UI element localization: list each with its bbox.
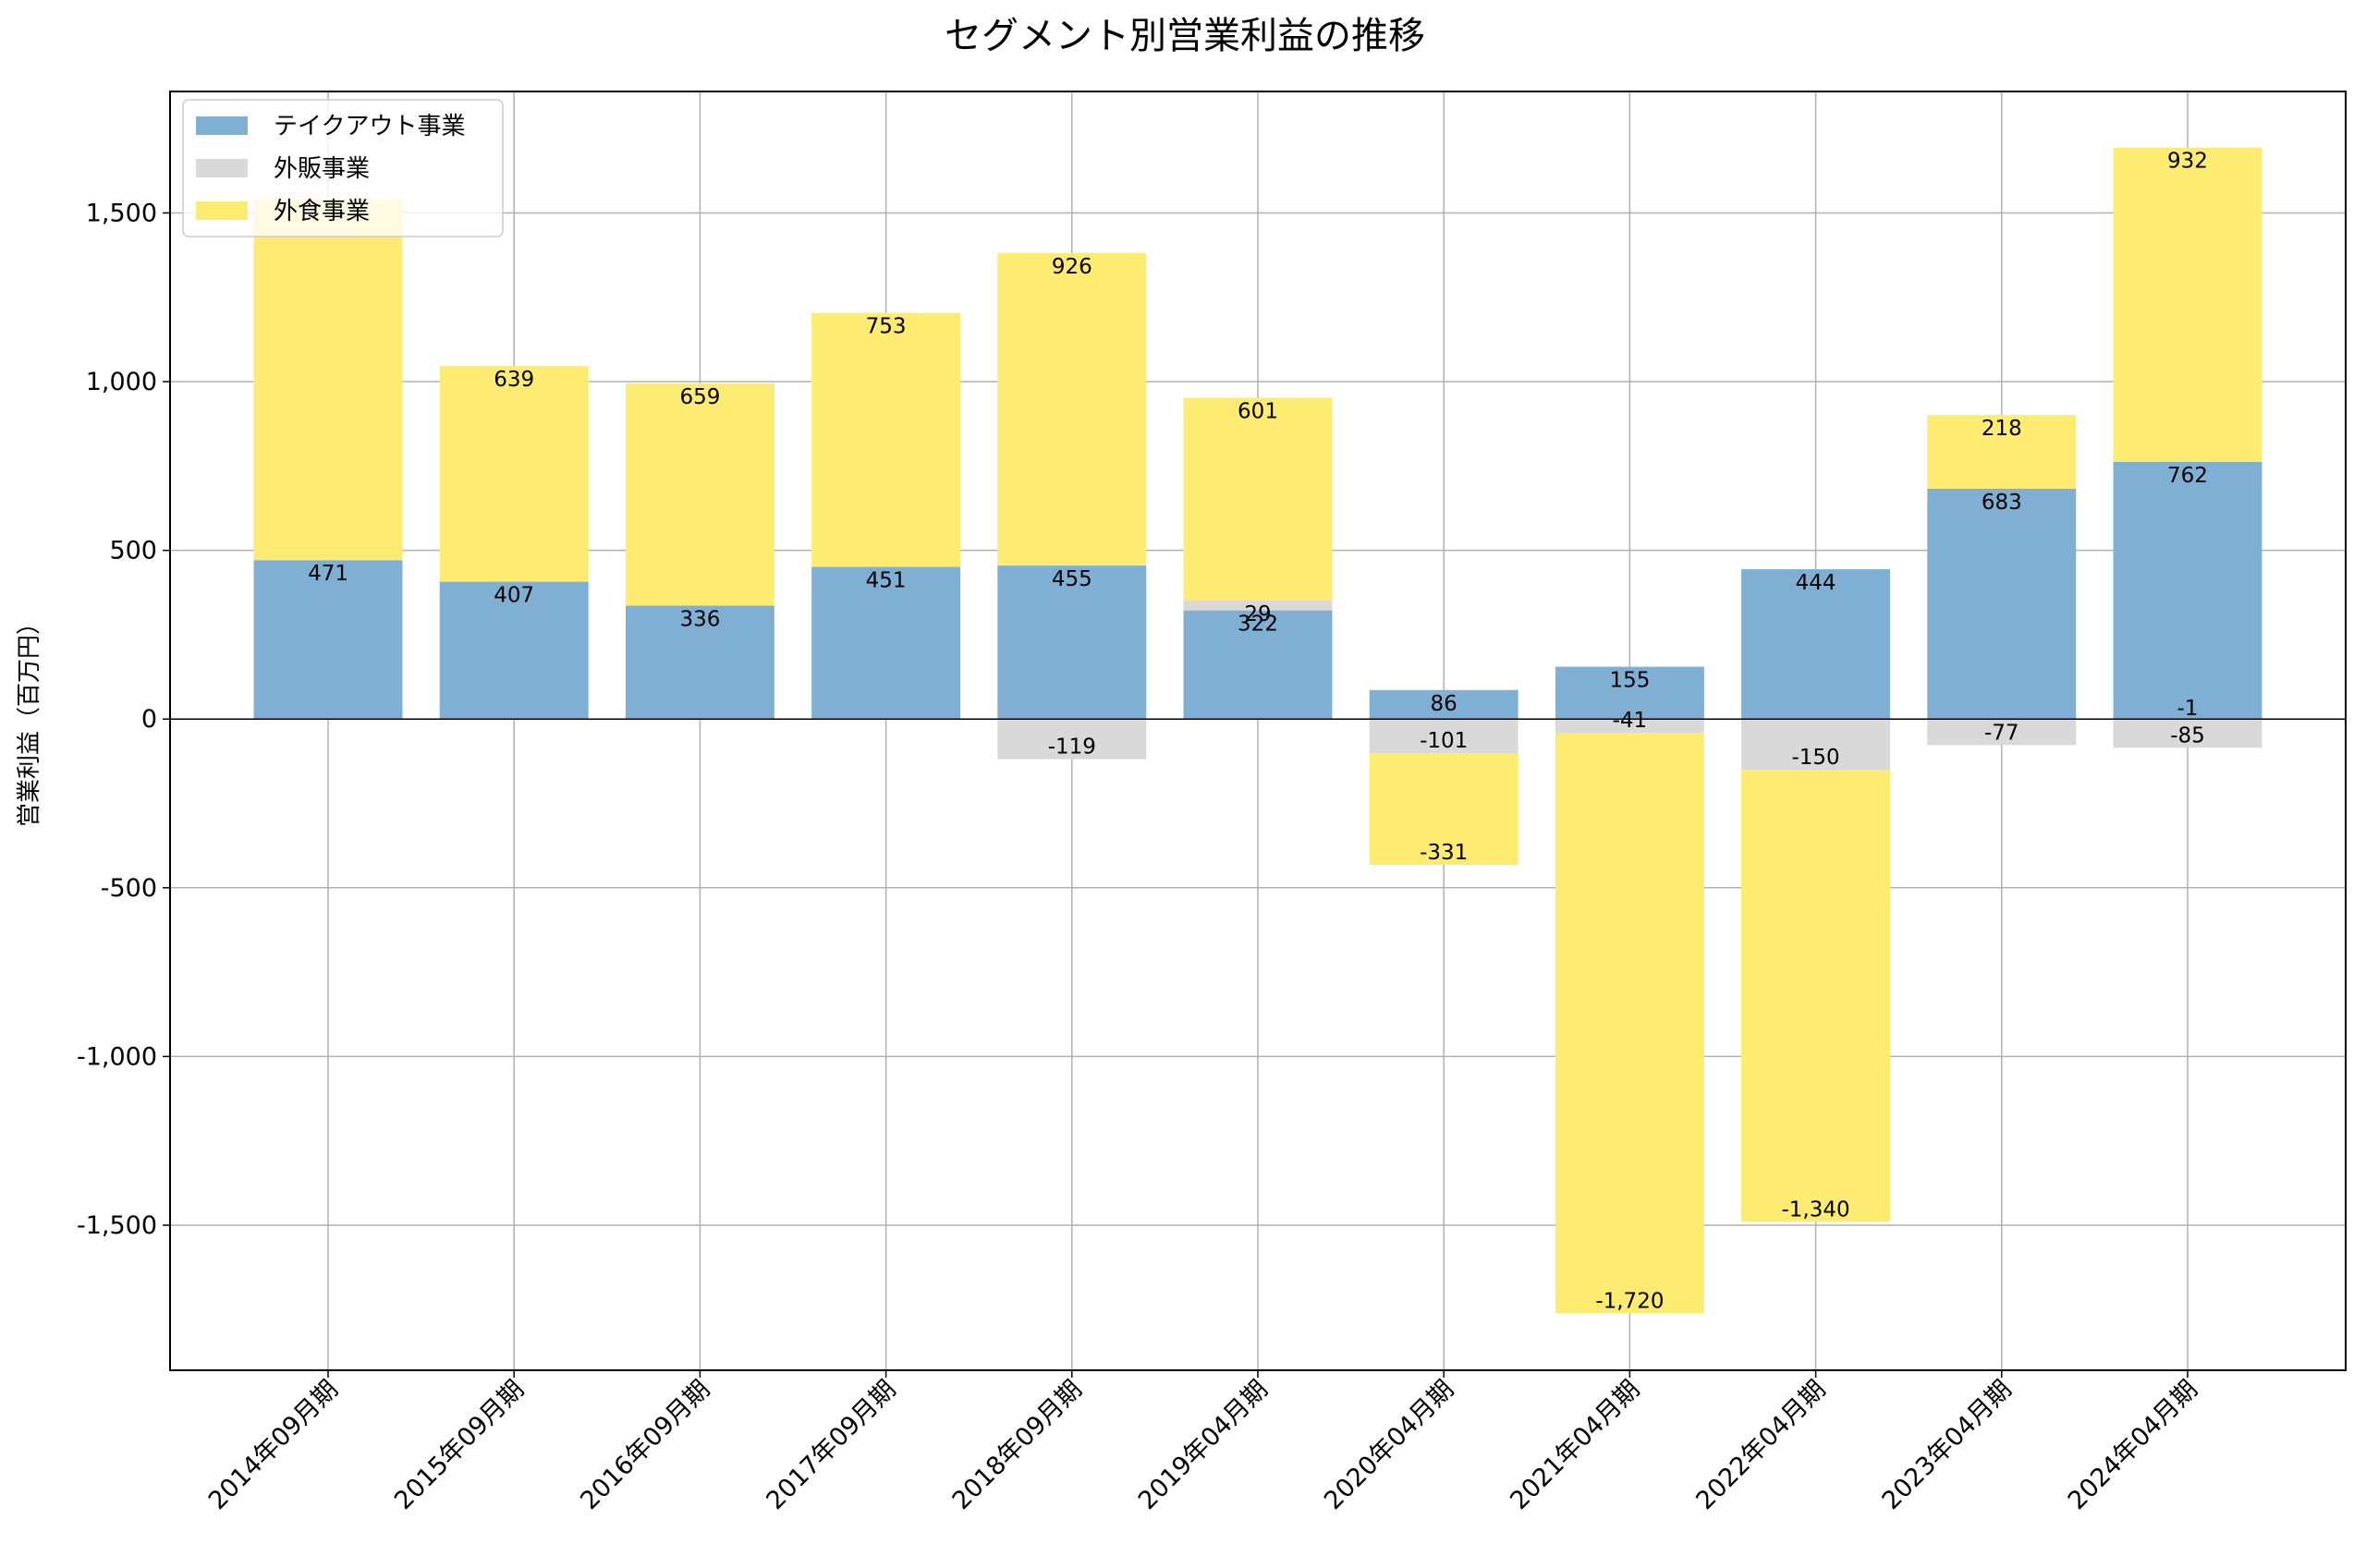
data-label: 407: [494, 584, 534, 608]
y-axis-label: 営業利益（百万円）: [16, 611, 43, 827]
data-label: 683: [1982, 491, 2022, 515]
bar-segment: [2113, 719, 2262, 748]
y-tick-label: -1,000: [77, 1042, 157, 1071]
data-label: 659: [679, 385, 720, 409]
x-tick-label: 2016年09月期: [575, 1375, 715, 1515]
data-label: 639: [494, 368, 534, 392]
legend-box: [182, 99, 504, 237]
legend-swatch: [196, 116, 248, 135]
data-label: -331: [1420, 841, 1468, 865]
y-tick-label: -1,500: [77, 1211, 157, 1240]
x-tick-label: 2015年09月期: [389, 1375, 530, 1515]
data-label: 753: [866, 315, 907, 339]
data-label: 455: [1052, 567, 1092, 591]
data-label: -1,340: [1782, 1197, 1850, 1222]
bar-segment: [1555, 719, 1704, 734]
bar-layer: [253, 147, 2262, 1314]
bar-segment: [1369, 689, 1518, 720]
bar-segment: [1927, 488, 2077, 720]
bar-segment: [1555, 666, 1704, 720]
data-label: -150: [1791, 746, 1839, 770]
bar-segment: [1741, 569, 1891, 720]
data-label: 451: [866, 569, 907, 593]
bar-segment: [439, 581, 589, 720]
bar-segment: [1927, 415, 2077, 489]
bar-segment: [1927, 719, 2077, 746]
bar-segment: [811, 312, 961, 567]
data-label: -119: [1048, 735, 1096, 760]
x-tick-label: 2019年04月期: [1133, 1375, 1274, 1515]
bar-segment: [1741, 769, 1891, 1222]
bar-segment: [625, 605, 774, 720]
chart-title: セグメント別営業利益の推移: [945, 15, 1425, 57]
data-label: -85: [2170, 723, 2205, 748]
data-label: 926: [1052, 255, 1092, 279]
bar-segment: [625, 383, 774, 606]
data-label: -101: [1420, 729, 1468, 753]
data-label: 601: [1238, 400, 1278, 424]
x-tick-label: 2014年09月期: [203, 1375, 344, 1515]
data-label: 762: [2167, 464, 2208, 488]
y-tick-label: 1,000: [86, 368, 157, 396]
data-label: -1: [2177, 697, 2199, 721]
bar-segment: [2113, 147, 2262, 462]
x-tick-label: 2018年09月期: [947, 1375, 1088, 1515]
data-label: 29: [1244, 602, 1271, 626]
data-label: 155: [1609, 669, 1650, 693]
bar-segment: [1741, 719, 1891, 770]
bar-segment: [997, 565, 1147, 720]
y-tick-label: 0: [141, 705, 157, 734]
data-label-layer: 471 407 336 451 455 322 86 155 444 683 762 -119 29 -1…: [308, 150, 2208, 1314]
bar-segment: [253, 199, 403, 561]
data-label: -41: [1613, 709, 1648, 733]
bar-segment: [2113, 461, 2262, 720]
legend-swatch: [196, 159, 248, 177]
y-tick-label: 500: [109, 537, 157, 565]
x-tick-label: 2023年04月期: [1877, 1375, 2018, 1515]
bar-segment: [1369, 753, 1518, 865]
y-tick-label: -500: [101, 874, 157, 903]
x-tick-label: 2024年04月期: [2063, 1375, 2203, 1515]
x-tick-label: 2021年04月期: [1505, 1375, 1645, 1515]
data-label: 218: [1982, 417, 2022, 441]
data-label: 444: [1796, 571, 1836, 595]
bar-segment: [439, 366, 589, 582]
bar-segment: [811, 566, 961, 720]
data-label: 322: [1238, 613, 1278, 637]
data-label: -77: [1984, 721, 2019, 745]
legend-label: 外販事業: [274, 155, 370, 183]
x-tick-label: 2017年09月期: [761, 1375, 901, 1515]
legend-label: 外食事業: [274, 198, 370, 225]
bar-segment: [253, 560, 403, 720]
data-label: 86: [1431, 692, 1457, 716]
bar-segment: [1183, 397, 1333, 602]
data-label: 471: [308, 562, 348, 586]
bar-segment: [997, 719, 1147, 760]
data-label: -1,720: [1595, 1289, 1664, 1313]
bar-segment: [1555, 733, 1704, 1314]
bar-segment: [1369, 719, 1518, 754]
bar-segment: [1183, 601, 1333, 611]
data-label: 336: [679, 608, 720, 632]
legend-swatch: [196, 201, 248, 220]
data-label: 932: [2167, 150, 2208, 174]
legend-label: テイクアウト事業: [274, 113, 465, 140]
x-tick-label: 2020年04月期: [1319, 1375, 1459, 1515]
x-tick-label: 2022年04月期: [1690, 1375, 1831, 1515]
bar-segment: [997, 252, 1147, 566]
y-tick-label: 1,500: [86, 199, 157, 227]
bar-segment: [1183, 610, 1333, 720]
